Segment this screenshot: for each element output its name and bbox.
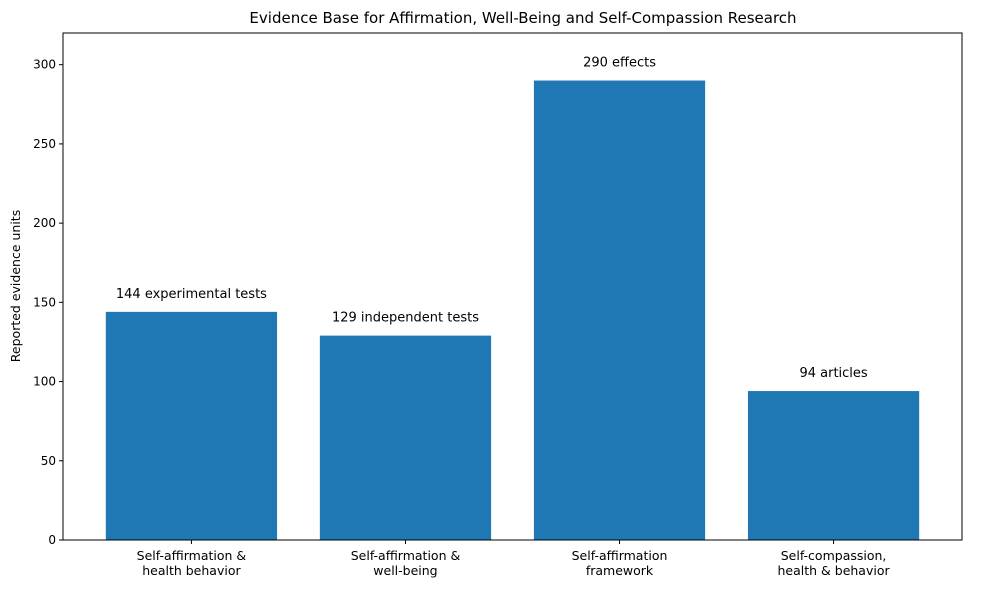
y-axis: 0 50 100 150 200 250 300 bbox=[33, 58, 63, 547]
bar-2 bbox=[533, 80, 706, 540]
data-label-1: 129 independent tests bbox=[332, 311, 479, 326]
y-tick-label-0: 0 bbox=[48, 533, 56, 547]
x-tick-label-0: Self-affirmation & health behavior bbox=[137, 548, 247, 578]
bar-0 bbox=[105, 311, 278, 540]
bar-1 bbox=[319, 335, 492, 540]
x-tick-label-line: Self-affirmation & bbox=[351, 548, 461, 563]
chart-title: Evidence Base for Affirmation, Well-Bein… bbox=[249, 9, 796, 27]
x-tick-label-line: Self-affirmation bbox=[572, 548, 668, 563]
x-tick-label-3: Self-compassion, health & behavior bbox=[778, 548, 891, 578]
data-label-2: 290 effects bbox=[583, 56, 656, 71]
y-tick-label-2: 100 bbox=[33, 375, 56, 389]
x-tick-label-line: health behavior bbox=[142, 563, 241, 578]
data-labels-group: 144 experimental tests 129 independent te… bbox=[116, 56, 868, 382]
plot-frame bbox=[62, 32, 963, 541]
x-tick-label-1: Self-affirmation & well-being bbox=[351, 548, 461, 578]
x-tick-label-line: health & behavior bbox=[778, 563, 891, 578]
x-tick-label-line: framework bbox=[586, 563, 654, 578]
x-tick-label-line: Self-affirmation & bbox=[137, 548, 247, 563]
y-tick-label-6: 300 bbox=[33, 58, 56, 72]
x-tick-label-line: well-being bbox=[373, 563, 437, 578]
x-tick-label-2: Self-affirmation framework bbox=[572, 548, 668, 578]
y-tick-label-3: 150 bbox=[33, 295, 56, 309]
data-label-3: 94 articles bbox=[799, 366, 867, 381]
data-label-0: 144 experimental tests bbox=[116, 287, 267, 302]
y-tick-label-4: 200 bbox=[33, 216, 56, 230]
bar-3 bbox=[747, 391, 920, 540]
y-axis-label: Reported evidence units bbox=[8, 210, 23, 362]
x-tick-label-line: Self-compassion, bbox=[781, 548, 887, 563]
bars-group bbox=[105, 80, 920, 540]
x-axis: Self-affirmation & health behaviorSelf-af… bbox=[137, 540, 891, 578]
y-tick-label-1: 50 bbox=[41, 454, 56, 468]
y-tick-label-5: 250 bbox=[33, 137, 56, 151]
